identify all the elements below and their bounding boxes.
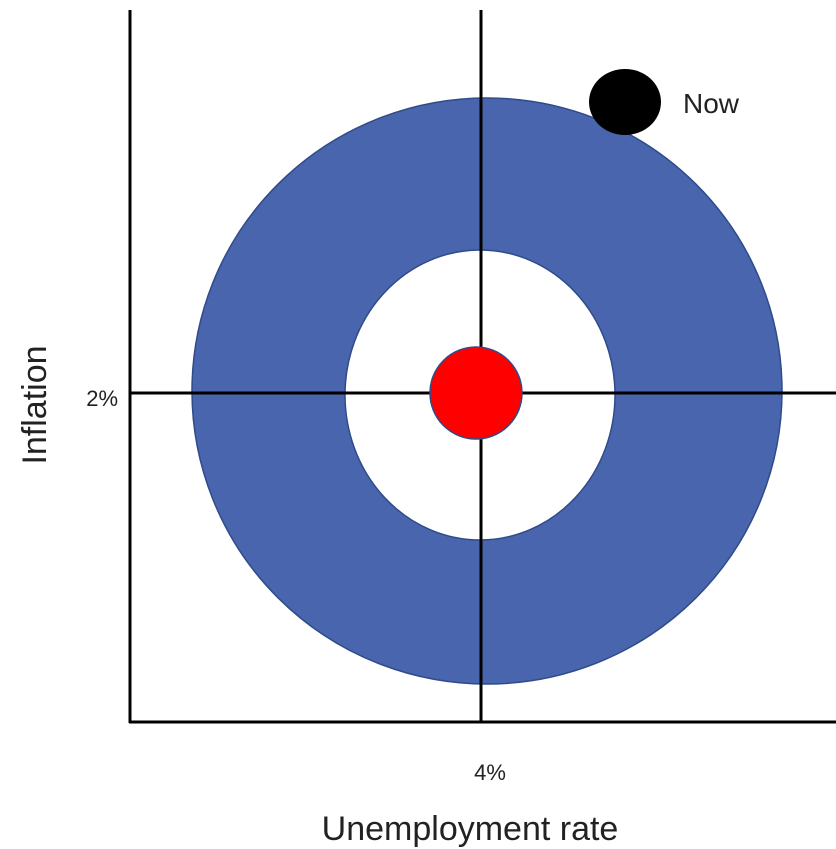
y-marker-label: 2% (86, 386, 118, 411)
target-center (429, 346, 523, 440)
x-axis-label: Unemployment rate (322, 810, 619, 848)
annotation: Now (683, 88, 740, 119)
y-axis-label: Inflation (16, 345, 54, 464)
x-marker-label: 4% (474, 760, 506, 785)
now-marker (589, 69, 661, 135)
